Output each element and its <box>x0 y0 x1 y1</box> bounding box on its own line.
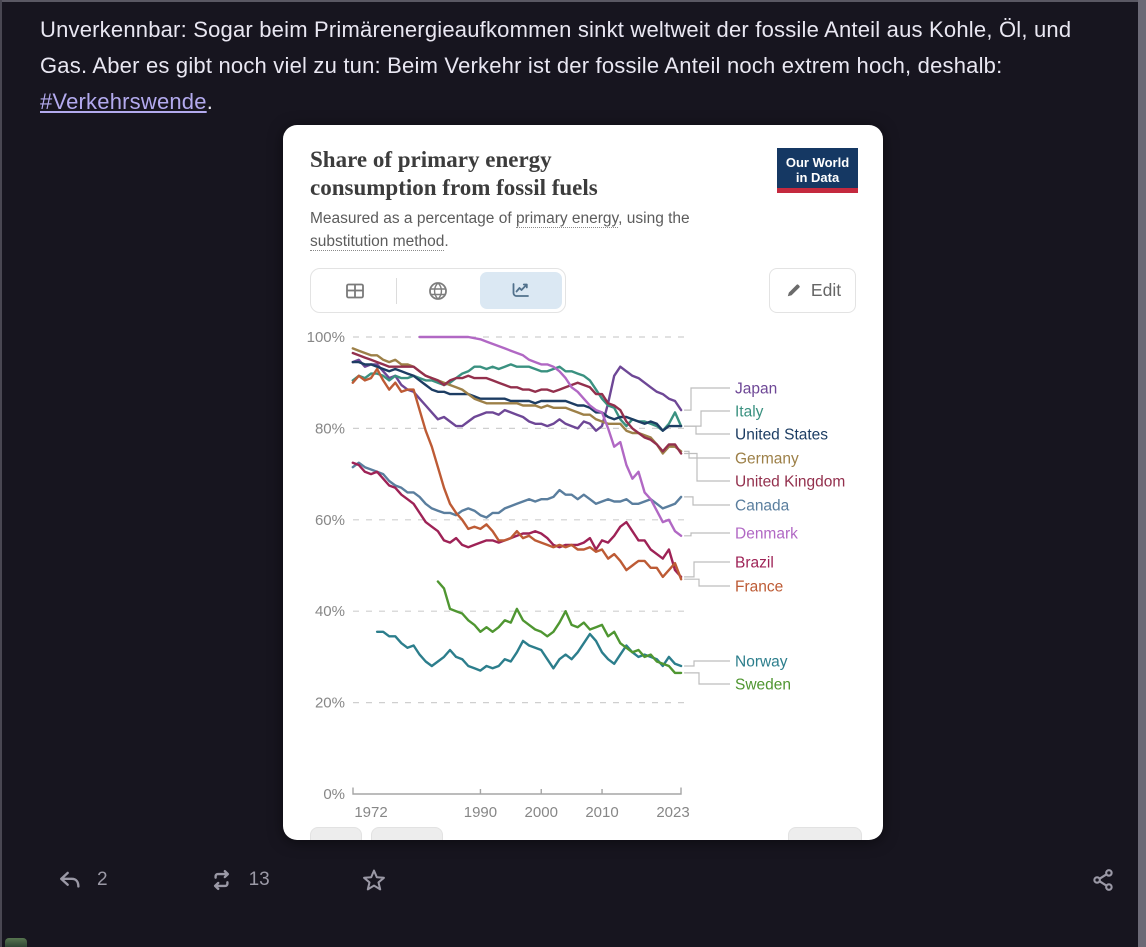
reply-icon <box>60 871 80 888</box>
series-line-canada[interactable] <box>351 461 683 519</box>
window-top-border <box>0 0 1146 2</box>
x-tick-label: 1990 <box>464 804 497 821</box>
chart-title: Share of primary energy consumption from… <box>310 147 598 200</box>
boost-count: 13 <box>248 869 270 890</box>
post-text: Unverkennbar: Sogar beim Primärenergieau… <box>40 17 1072 78</box>
legend-leader-line <box>684 452 730 482</box>
table-icon <box>346 283 365 298</box>
x-tick-label: 2010 <box>585 804 618 821</box>
fossil-share-line-chart[interactable]: 0% 20% 40% 60% 80% 100% 1972 1990 2000 2010 2023 Ja… <box>283 320 883 840</box>
boost-button[interactable]: 13 <box>208 867 270 893</box>
chart-subtitle: Measured as a percentage of primary ener… <box>310 210 690 251</box>
y-tick-label: 60% <box>315 512 345 529</box>
series-line-italy[interactable] <box>351 363 683 432</box>
y-tick-label: 20% <box>315 695 345 712</box>
legend-leader-line <box>684 672 730 685</box>
line-chart-view-button[interactable] <box>479 272 562 309</box>
series-line-sweden[interactable] <box>436 580 683 675</box>
legend-label-sweden[interactable]: Sweden <box>735 677 791 694</box>
owid-chart-card[interactable]: Share of primary energy consumption from… <box>283 125 883 840</box>
share-button[interactable] <box>1090 867 1116 893</box>
star-icon <box>362 869 385 890</box>
table-view-button[interactable] <box>314 272 396 309</box>
series-line-denmark[interactable] <box>418 335 683 538</box>
substitution-method-link[interactable]: substitution method <box>310 233 445 251</box>
legend-label-france[interactable]: France <box>735 579 783 596</box>
legend-leader-line <box>684 450 730 459</box>
window-left-border <box>0 0 2 947</box>
legend-label-united-states[interactable]: United States <box>735 427 828 444</box>
globe-icon <box>429 281 448 300</box>
legend-leader-line <box>684 561 730 578</box>
legend-leader-line <box>684 425 730 435</box>
boost-icon <box>213 869 229 891</box>
legend-label-germany[interactable]: Germany <box>735 451 799 468</box>
legend-label-brazil[interactable]: Brazil <box>735 555 774 572</box>
pencil-icon <box>787 284 800 297</box>
series-line-france[interactable] <box>351 367 683 581</box>
legend-leader-line <box>684 532 730 537</box>
series-line-united-states[interactable] <box>351 360 683 432</box>
favourite-button[interactable] <box>360 867 388 894</box>
x-tick-label: 1972 <box>354 804 387 821</box>
primary-energy-link[interactable]: primary energy <box>515 210 619 228</box>
legend-leader-line <box>684 578 730 587</box>
view-switcher-toolbar <box>310 268 566 313</box>
legend-label-japan[interactable]: Japan <box>735 381 777 398</box>
post-body: Unverkennbar: Sogar beim Primärenergieau… <box>40 12 1118 120</box>
card-footer-button-stub[interactable] <box>371 827 443 840</box>
owid-logo: Our World in Data <box>777 148 858 193</box>
series-line-brazil[interactable] <box>351 461 683 579</box>
card-footer-button-stub[interactable] <box>788 827 862 840</box>
post-action-bar: 2 13 <box>40 862 1120 898</box>
map-view-button[interactable] <box>397 272 479 309</box>
x-tick-label: 2023 <box>656 804 689 821</box>
next-post-avatar-fragment[interactable] <box>5 938 27 947</box>
hashtag-link[interactable]: #Verkehrswende <box>40 89 207 114</box>
x-tick-label: 2000 <box>525 804 558 821</box>
legend-label-canada[interactable]: Canada <box>735 498 790 515</box>
legend-leader-line <box>684 660 730 667</box>
y-tick-label: 0% <box>323 786 345 803</box>
scrollbar[interactable] <box>1138 0 1146 947</box>
series-line-united-kingdom[interactable] <box>351 351 683 455</box>
y-tick-label: 40% <box>315 603 345 620</box>
toolbar-divider <box>396 277 398 304</box>
legend-leader-line <box>684 387 730 411</box>
line-chart-icon <box>512 282 530 297</box>
legend-leader-line <box>684 496 730 506</box>
y-tick-label: 100% <box>307 329 345 346</box>
edit-button[interactable]: Edit <box>769 268 856 313</box>
legend-label-italy[interactable]: Italy <box>735 404 764 421</box>
legend-label-norway[interactable]: Norway <box>735 654 788 671</box>
hashtag-suffix: . <box>206 89 213 114</box>
edit-label: Edit <box>810 280 842 300</box>
reply-button[interactable]: 2 <box>56 867 108 893</box>
series-line-germany[interactable] <box>351 347 683 455</box>
legend-label-denmark[interactable]: Denmark <box>735 526 798 543</box>
x-axis <box>352 787 682 795</box>
reply-count: 2 <box>97 869 108 890</box>
legend-label-united-kingdom[interactable]: United Kingdom <box>735 474 845 491</box>
card-footer-button-stub[interactable] <box>310 827 362 840</box>
y-tick-label: 80% <box>315 420 345 437</box>
legend-leader-line <box>684 410 730 427</box>
share-icon <box>1093 869 1113 891</box>
